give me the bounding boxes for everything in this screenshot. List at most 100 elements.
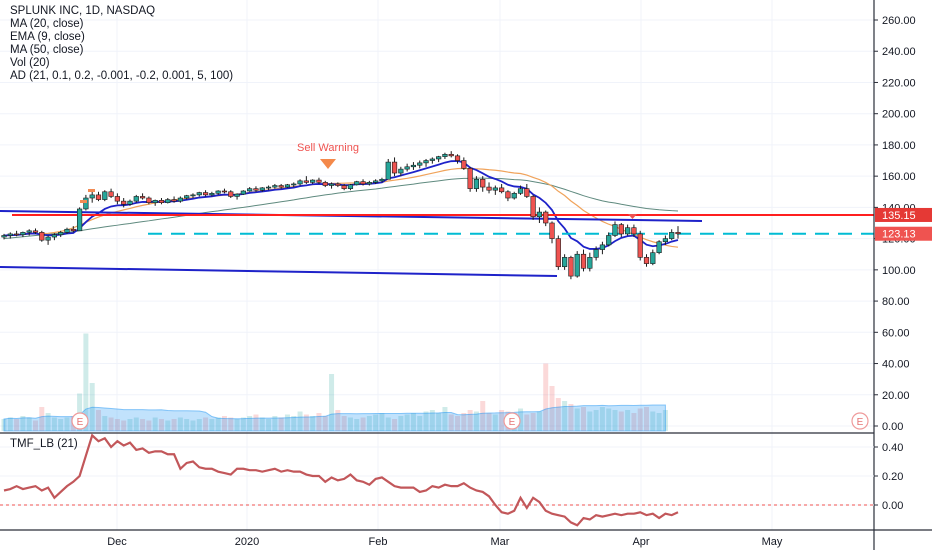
- volume-bar: [234, 419, 240, 431]
- volume-bar: [335, 410, 341, 431]
- candle-body: [473, 178, 480, 189]
- volume-bar: [95, 410, 101, 431]
- lower-trendline: [0, 266, 558, 277]
- candle-body: [398, 168, 404, 174]
- volume-bar: [429, 410, 435, 431]
- candle-body: [196, 192, 202, 196]
- volume-bar: [486, 413, 492, 431]
- candle-body: [64, 228, 70, 233]
- candle-body: [171, 199, 177, 202]
- ema9-line: [3, 160, 679, 250]
- price-tick-label: 20.00: [882, 390, 910, 402]
- candle-body: [102, 191, 108, 200]
- candle-body: [467, 168, 473, 189]
- tmf-tick-label: 0.40: [882, 442, 903, 454]
- volume-bar: [259, 417, 265, 431]
- candle-body: [593, 249, 599, 258]
- volume-bar: [631, 413, 637, 431]
- earnings-marker-label: E: [509, 417, 516, 428]
- volume-bar: [593, 410, 599, 431]
- candle-body: [209, 193, 215, 196]
- volume-bar: [64, 417, 70, 431]
- volume-bar: [146, 420, 152, 431]
- volume-bar: [253, 414, 259, 431]
- volume-bar: [518, 408, 524, 431]
- candle-body: [625, 227, 631, 235]
- volume-bar: [543, 363, 549, 431]
- candle-body: [442, 153, 448, 157]
- price-label-box: [875, 226, 932, 241]
- volume-bar: [165, 420, 171, 431]
- candle-body: [335, 183, 341, 186]
- candle-body: [240, 190, 246, 195]
- candle-body: [373, 180, 379, 183]
- volume-bar: [448, 414, 454, 431]
- candle-body: [184, 195, 190, 199]
- volume-bar: [284, 414, 290, 431]
- volume-bar: [171, 419, 177, 431]
- volume-bar: [341, 416, 347, 431]
- candle-body: [549, 222, 555, 239]
- volume-bar: [442, 407, 448, 431]
- volume-bar: [398, 416, 404, 431]
- volume-bar: [385, 417, 391, 431]
- candle-body: [70, 228, 76, 232]
- volume-bar: [158, 419, 164, 431]
- sell-warning-label: Sell Warning: [297, 142, 359, 154]
- price-tick-label: 60.00: [882, 327, 910, 339]
- candle-body: [32, 230, 39, 233]
- earnings-marker-label: E: [77, 417, 84, 428]
- candle-body: [568, 257, 574, 277]
- candle-body: [316, 179, 322, 183]
- volume-bar: [247, 416, 253, 431]
- volume-bar: [51, 417, 57, 431]
- candle-body: [45, 236, 51, 241]
- candle-body: [524, 188, 530, 197]
- volume-bar: [7, 417, 13, 431]
- volume-bar: [536, 411, 542, 431]
- upper-trendline: [0, 210, 703, 222]
- volume-bar: [108, 417, 114, 431]
- volume-bar: [77, 393, 83, 431]
- volume-bar: [184, 419, 190, 431]
- candle-body: [202, 192, 209, 196]
- volume-bar: [291, 416, 297, 431]
- candle-body: [228, 191, 234, 197]
- volume-bar: [58, 419, 64, 431]
- volume-bar: [618, 411, 624, 431]
- volume-bar: [322, 416, 328, 431]
- candle-body: [404, 166, 410, 170]
- candle-body: [13, 233, 20, 236]
- tmf-legend: TMF_LB (21): [10, 438, 78, 450]
- candle-body: [221, 190, 228, 193]
- candle-body: [83, 197, 89, 210]
- candle-body: [26, 230, 32, 233]
- volume-bar: [656, 413, 662, 431]
- volume-ma-area: [3, 404, 666, 432]
- candle-body: [599, 244, 606, 250]
- volume-bar: [549, 386, 555, 431]
- candle-body: [76, 208, 83, 232]
- volume-bar: [599, 407, 605, 431]
- volume-bar: [423, 411, 429, 431]
- time-tick-label: Apr: [632, 536, 649, 548]
- volume-bar: [45, 413, 51, 431]
- volume-bar: [574, 408, 580, 431]
- signal-marker: [80, 200, 87, 203]
- candle-body: [133, 196, 139, 202]
- volume-bar: [366, 416, 372, 431]
- candle-body: [436, 156, 442, 160]
- earnings-marker-label: E: [857, 417, 864, 428]
- sell-warning-triangle: [320, 159, 336, 169]
- price-tick-label: 40.00: [882, 359, 910, 371]
- volume-bar: [467, 410, 473, 431]
- ma50-line: [3, 177, 679, 240]
- volume-bar: [310, 416, 316, 431]
- volume-bar: [297, 411, 303, 431]
- candle-body: [618, 224, 624, 235]
- candle-body: [587, 257, 593, 269]
- time-tick-label: 2020: [235, 536, 259, 548]
- candle-body: [505, 191, 511, 199]
